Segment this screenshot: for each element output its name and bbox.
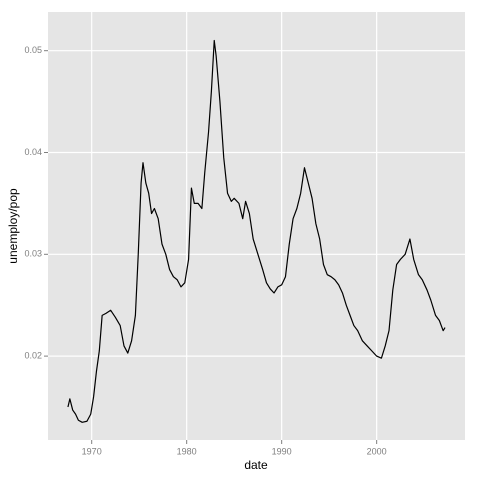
x-axis-title: date (244, 458, 268, 472)
y-tick-label: 0.03 (24, 249, 42, 259)
y-tick-label: 0.04 (24, 147, 42, 157)
y-tick-label: 0.02 (24, 350, 42, 360)
panel (48, 12, 465, 440)
y-axis-title: unemploy/pop (6, 188, 20, 264)
x-tick-label: 1970 (82, 446, 102, 456)
x-tick-label: 1980 (177, 446, 197, 456)
series-line (67, 39, 446, 423)
y-tick-label: 0.05 (24, 45, 42, 55)
x-tick-label: 2000 (367, 446, 387, 456)
x-tick-label: 1990 (272, 446, 292, 456)
